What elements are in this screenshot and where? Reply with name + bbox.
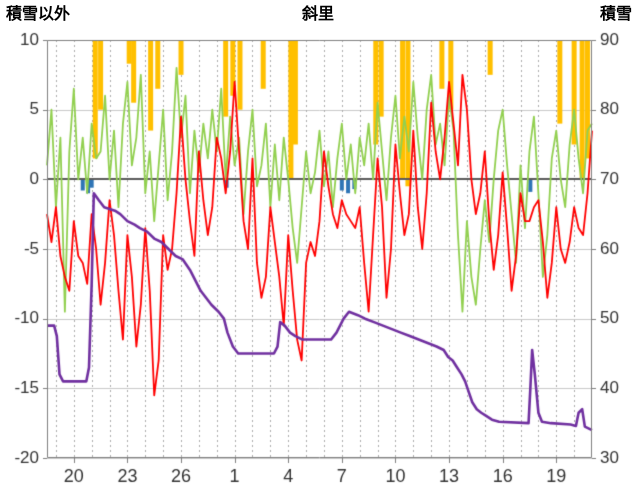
left-axis-title: 積雪以外 — [6, 6, 71, 23]
right-axis-title: 積雪 — [599, 6, 632, 23]
chart-title: 斜里 — [301, 6, 334, 23]
